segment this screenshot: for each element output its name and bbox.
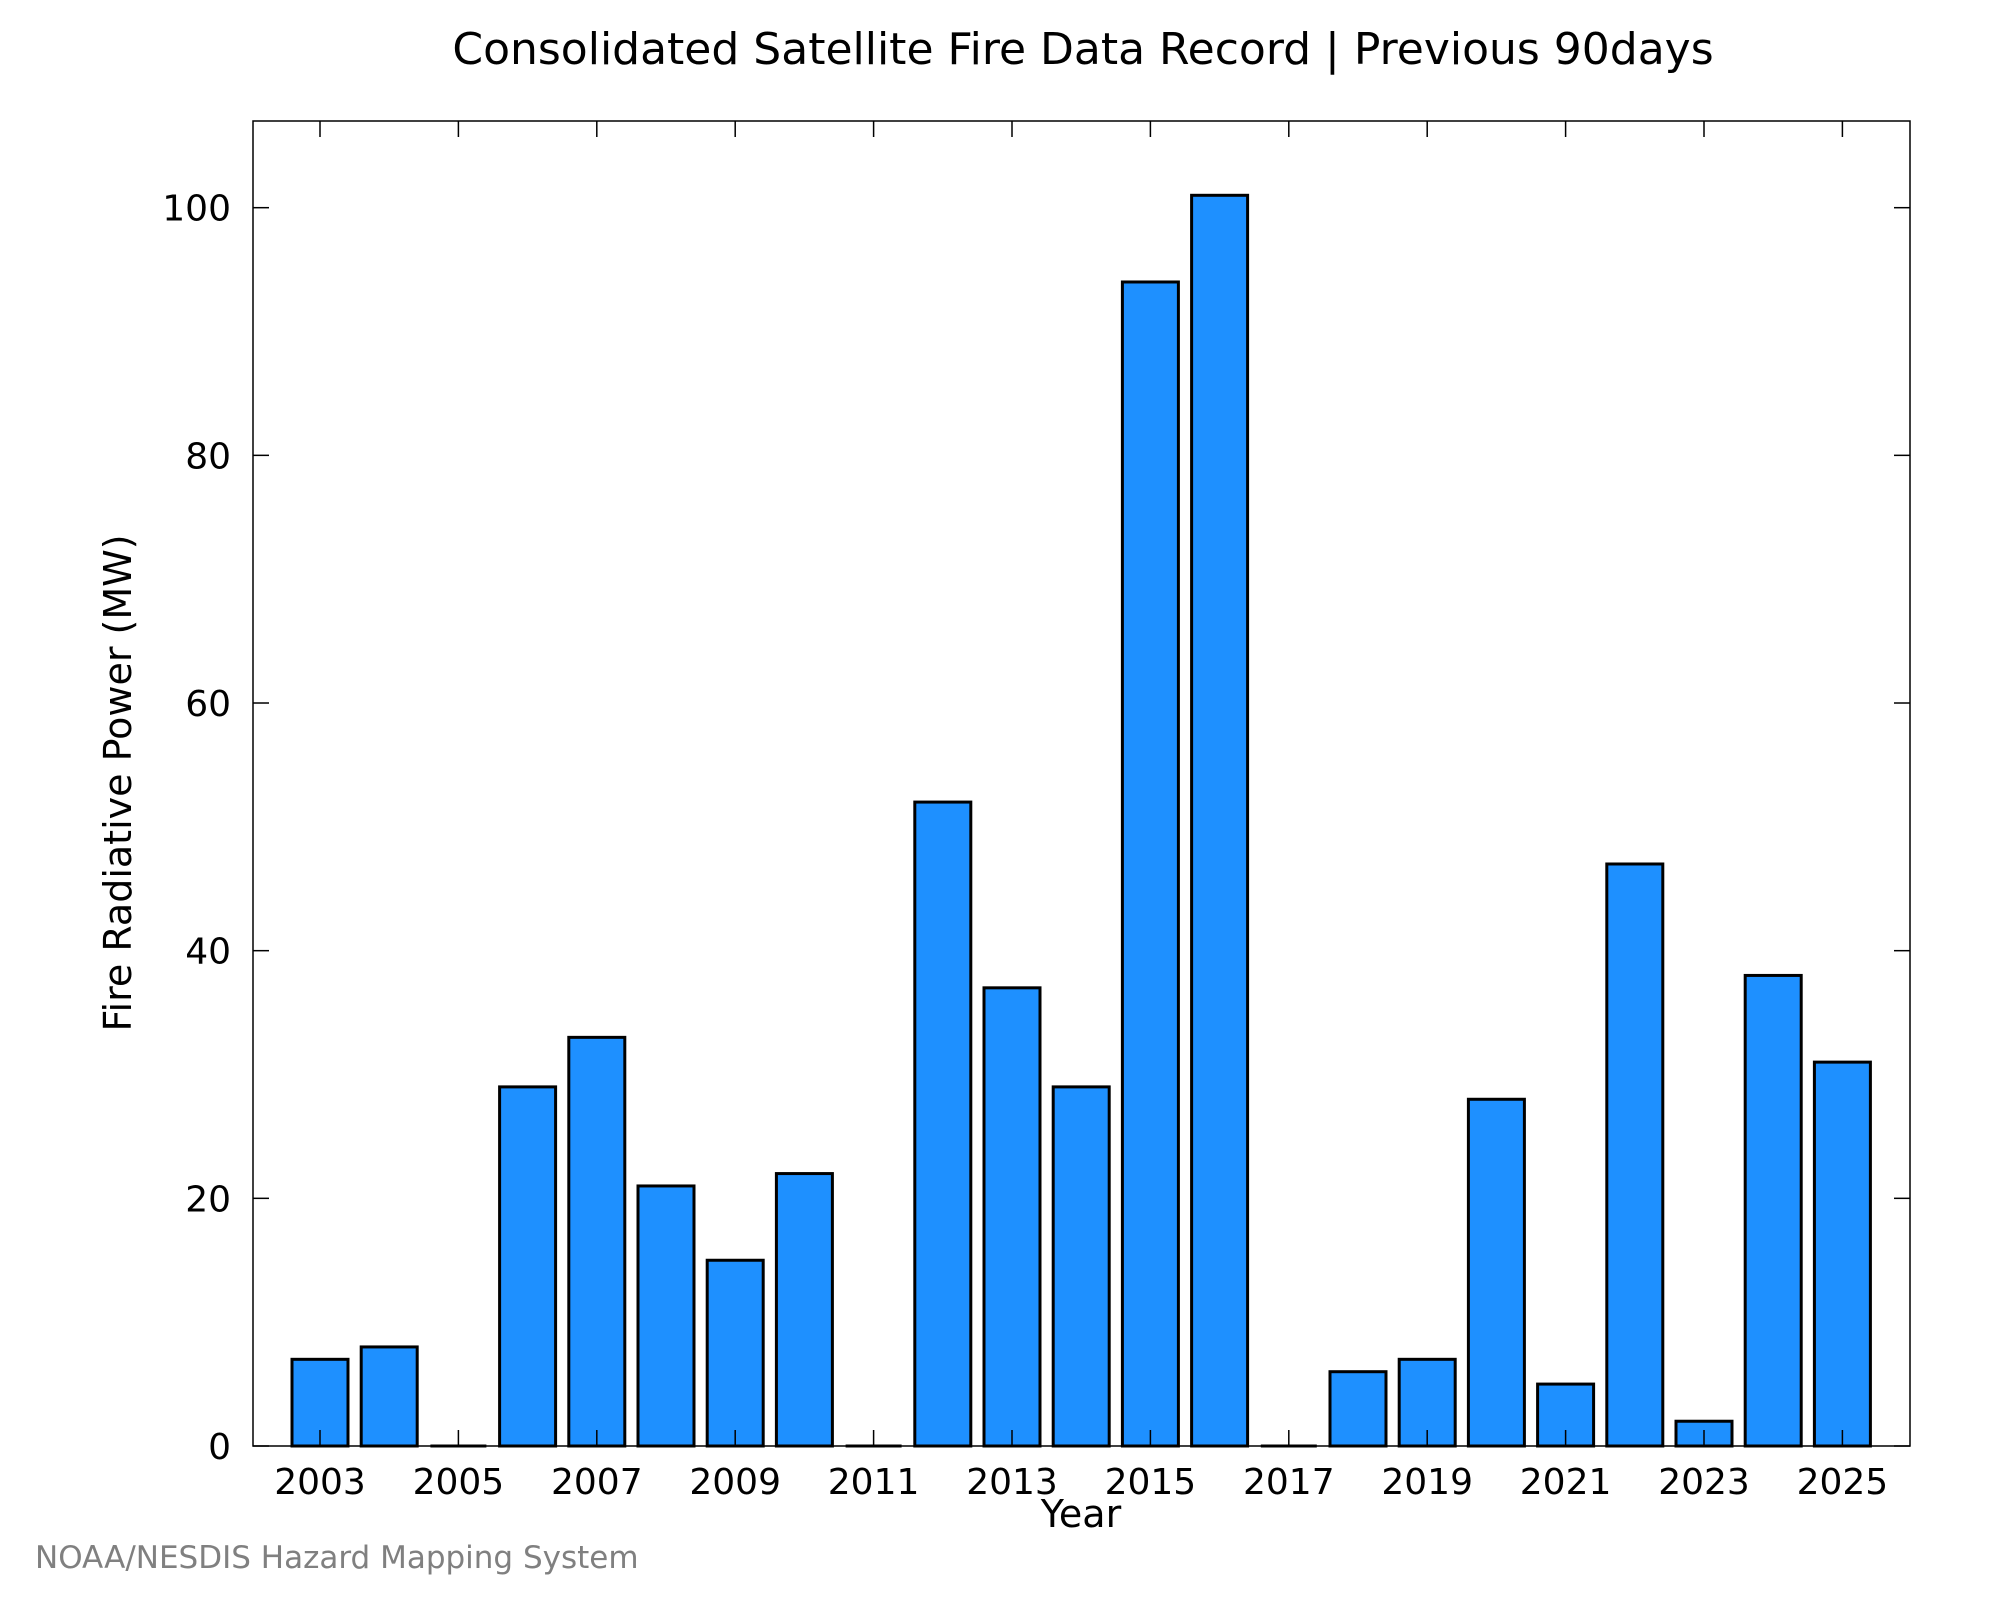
x-tick-label-2019: 2019 [1381, 1462, 1473, 1503]
bar-2010 [774, 1172, 834, 1448]
bar-2012 [913, 800, 973, 1448]
y-tick-label-20: 20 [185, 1179, 231, 1220]
x-tick-label-2015: 2015 [1105, 1462, 1197, 1503]
y-tick-label-40: 40 [185, 932, 231, 973]
x-tick-label-2013: 2013 [966, 1462, 1058, 1503]
bar-2025 [1812, 1060, 1872, 1448]
x-tick-label-2009: 2009 [689, 1462, 781, 1503]
credit-text: NOAA/NESDIS Hazard Mapping System [35, 1540, 639, 1576]
y-axis-label: Fire Radiative Power (MW) [96, 534, 140, 1031]
plot-frame [252, 120, 1911, 1447]
x-tick-label-2017: 2017 [1243, 1462, 1335, 1503]
x-tick-label-2021: 2021 [1520, 1462, 1612, 1503]
x-axis-label: Year [1040, 1492, 1122, 1536]
y-tick-label-60: 60 [185, 684, 231, 725]
bar-2016 [1190, 193, 1250, 1448]
y-tick-label-80: 80 [185, 436, 231, 477]
x-tick-label-2025: 2025 [1797, 1462, 1889, 1503]
bar-2020 [1466, 1097, 1526, 1448]
bar-2006 [498, 1085, 558, 1448]
bar-2007 [567, 1035, 627, 1448]
bar-2024 [1743, 973, 1803, 1448]
bar-2015 [1120, 280, 1180, 1448]
bar-2013 [982, 986, 1042, 1448]
y-tick-label-100: 100 [162, 189, 231, 230]
chart-title: Consolidated Satellite Fire Data Record … [452, 24, 1713, 75]
bar-2004 [359, 1345, 419, 1448]
x-tick-label-2007: 2007 [551, 1462, 643, 1503]
ticks-group: 0 20 40 60 80 100 2003 2005 2007 2009 2011 2013 2015… [162, 121, 1910, 1503]
bar-2014 [1051, 1085, 1111, 1448]
y-tick-label-0: 0 [208, 1427, 231, 1468]
x-tick-label-2003: 2003 [274, 1462, 366, 1503]
bar-2018 [1328, 1370, 1388, 1448]
x-tick-label-2023: 2023 [1658, 1462, 1750, 1503]
bars-group [290, 193, 1872, 1448]
x-tick-label-2011: 2011 [828, 1462, 920, 1503]
bar-2008 [636, 1184, 696, 1448]
bar-2009 [705, 1258, 765, 1448]
bar-2022 [1605, 862, 1665, 1448]
x-tick-label-2005: 2005 [413, 1462, 505, 1503]
